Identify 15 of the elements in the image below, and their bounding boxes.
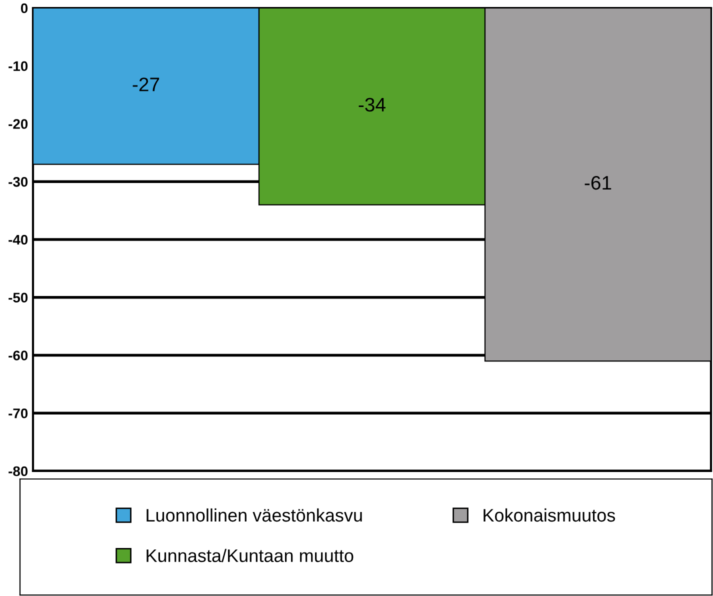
data-label: -61 xyxy=(584,176,612,190)
y-tick-label: -80 xyxy=(8,466,28,476)
y-tick-label: 0 xyxy=(20,3,28,14)
y-tick-label: -50 xyxy=(8,292,28,303)
legend-label: Kokonaismuutos xyxy=(484,508,616,522)
legend-label: Kunnasta/Kuntaan muutto xyxy=(146,548,354,562)
data-label: -34 xyxy=(358,98,386,112)
data-label: -27 xyxy=(132,78,160,92)
y-tick-label: -20 xyxy=(8,119,28,129)
y-tick-label: -30 xyxy=(8,176,28,187)
legend-label: Luonnollinen väestönkasvu xyxy=(146,508,362,522)
y-tick-label: -70 xyxy=(8,408,28,418)
y-tick-label: -60 xyxy=(8,350,28,360)
y-tick-label: -10 xyxy=(8,61,28,72)
y-tick-label: -40 xyxy=(8,234,28,245)
